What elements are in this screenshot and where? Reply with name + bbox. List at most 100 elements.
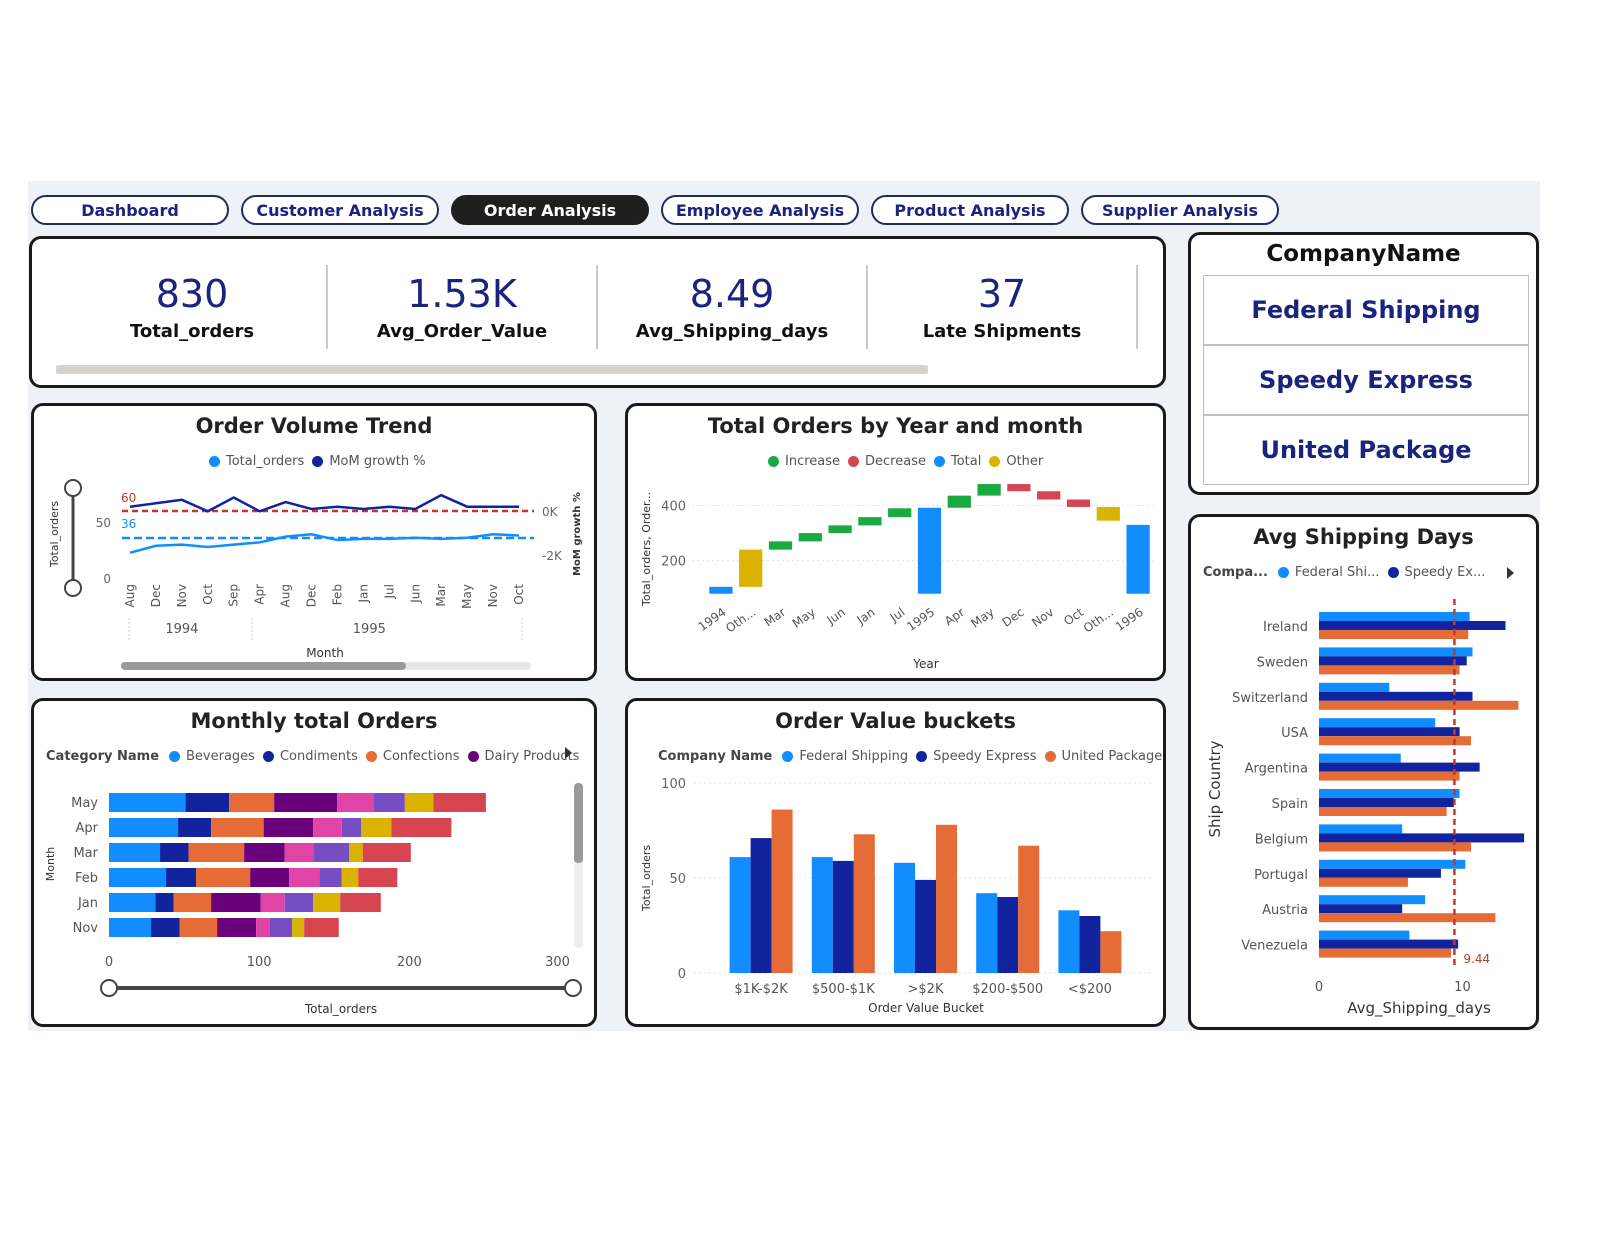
waterfall-bar: [1066, 499, 1091, 507]
slicer-item-federal-shipping[interactable]: Federal Shipping: [1203, 275, 1529, 345]
stacked-bar-segment: [229, 793, 275, 812]
kpi-avg-shipping-days: 8.49 Avg_Shipping_days: [602, 271, 862, 342]
column-bar: [976, 893, 998, 973]
x-tick-label: 1996: [1113, 605, 1146, 634]
waterfall-bar: [1007, 484, 1031, 492]
column-bar: [811, 857, 833, 973]
legend-label: Speedy Ex...: [1404, 565, 1486, 580]
chart-legend: Compa... Federal Shi... Speedy Ex...: [1203, 565, 1485, 580]
stacked-bar-segment: [260, 893, 285, 912]
y-tick-label: 0: [678, 967, 686, 982]
slicer-item-united-package[interactable]: United Package: [1203, 415, 1529, 485]
stacked-bar-segment: [319, 868, 342, 887]
x-tick-label: Sep: [227, 584, 241, 607]
x-tick-label: May: [460, 584, 474, 609]
stacked-bar-segment: [244, 843, 285, 862]
legend-next-icon[interactable]: [565, 747, 572, 759]
column-bar: [915, 879, 936, 973]
stacked-bar-segment: [188, 843, 245, 862]
y-axis-label: Total_orders, Order...: [640, 492, 653, 607]
kpi-divider: [1136, 265, 1138, 349]
y-tick-label: Portugal: [1254, 868, 1308, 883]
stacked-bar-segment: [109, 893, 156, 912]
stacked-bar-segment: [196, 868, 251, 887]
x-tick-label: Apr: [942, 605, 967, 628]
x-tick-label: 300: [545, 955, 570, 970]
x-tick-label: Jul: [382, 584, 396, 599]
y-tick-label: 100: [661, 777, 686, 792]
waterfall-bar: [888, 508, 912, 518]
stacked-bar-segment: [109, 843, 161, 862]
tab-customer-analysis[interactable]: Customer Analysis: [241, 195, 439, 225]
legend-dot: [312, 456, 324, 467]
legend-dot: [782, 751, 794, 762]
x-tick-label: 0: [1315, 980, 1323, 995]
stacked-bar-segment: [250, 868, 290, 887]
scrollbar-thumb[interactable]: [121, 662, 406, 670]
y-tick-label: Apr: [76, 821, 99, 836]
legend-label: Federal Shipping: [799, 749, 909, 764]
kpi-label: Avg_Order_Value: [376, 321, 548, 342]
y-axis-label: Total_orders: [640, 845, 653, 913]
legend-label: Federal Shi...: [1294, 565, 1380, 580]
tab-supplier-analysis[interactable]: Supplier Analysis: [1081, 195, 1279, 225]
column-bar: [750, 838, 772, 973]
legend-next-icon[interactable]: [1507, 567, 1514, 579]
slicer-item-speedy-express[interactable]: Speedy Express: [1203, 345, 1529, 415]
y-tick-label: USA: [1281, 726, 1308, 741]
tab-product-analysis[interactable]: Product Analysis: [871, 195, 1069, 225]
horizontal-bar: [1319, 807, 1447, 816]
chart-title: Monthly total Orders: [190, 709, 438, 733]
stacked-bar-segment: [155, 893, 174, 912]
column-bar: [936, 824, 957, 973]
stacked-bar-segment: [109, 793, 186, 812]
legend-label: Condiments: [279, 749, 358, 764]
horizontal-scrollbar[interactable]: [56, 365, 928, 374]
x-tick-label: Aug: [123, 584, 137, 607]
stacked-bar-segment: [151, 918, 180, 937]
range-slider-handle[interactable]: [564, 979, 582, 997]
tab-dashboard[interactable]: Dashboard: [31, 195, 229, 225]
y-tick-label: Switzerland: [1232, 691, 1308, 706]
y-tick-label: Venezuela: [1241, 939, 1308, 954]
order-value-buckets-chart: Total_orders 0 50 100 $1K-$2K $500-$1K >$2K $20…: [640, 777, 1153, 1015]
x-axis-label: Month: [306, 646, 344, 660]
horizontal-bar: [1319, 833, 1525, 843]
tab-employee-analysis[interactable]: Employee Analysis: [661, 195, 859, 225]
range-slider-handle[interactable]: [64, 479, 82, 497]
monthly-total-orders-panel: Monthly total Orders Category Name Bever…: [31, 698, 597, 1027]
slicer-title: CompanyName: [1266, 241, 1461, 267]
y-tick-label: 400: [661, 500, 686, 515]
horizontal-bar: [1319, 691, 1473, 701]
y-axis-label: Month: [44, 847, 57, 882]
x-tick-label: Dec: [149, 584, 163, 607]
scrollbar-thumb[interactable]: [574, 783, 583, 863]
chart-legend: Increase Decrease Total Other: [768, 454, 1043, 469]
horizontal-bar: [1319, 939, 1459, 949]
legend-label: Confections: [382, 749, 460, 764]
stacked-bar-segment: [358, 868, 398, 887]
y-tick-label: Feb: [75, 871, 98, 886]
x-tick-label: Oth...: [1081, 605, 1116, 636]
x-group-label: 1995: [353, 622, 386, 637]
chart-legend: Company Name Federal Shipping Speedy Exp…: [658, 749, 1162, 764]
company-name-slicer: CompanyName Federal Shipping Speedy Expr…: [1188, 232, 1539, 495]
x-tick-label: 100: [247, 955, 272, 970]
stacked-bar-segment: [373, 793, 405, 812]
x-tick-label: 10: [1454, 980, 1471, 995]
stacked-bar-segment: [274, 793, 338, 812]
kpi-value: 1.53K: [407, 272, 517, 316]
kpi-late-shipments: 37 Late Shipments: [872, 271, 1132, 342]
tab-order-analysis[interactable]: Order Analysis: [451, 195, 649, 225]
x-tick-label: Nov: [175, 584, 189, 607]
order-volume-trend-chart: Total_orders MoM growth % 50 0 0K -2K 60 36 Aug D…: [48, 479, 583, 670]
stacked-bar-segment: [433, 793, 486, 812]
stacked-bar-segment: [304, 918, 339, 937]
range-slider-handle[interactable]: [64, 579, 82, 597]
monthly-orders-chart: Month May Apr Mar Feb Jan Nov 0 100 200 300 Total_o…: [44, 783, 583, 1016]
range-slider-handle[interactable]: [100, 979, 118, 997]
stacked-bar-segment: [179, 918, 218, 937]
kpi-value: 8.49: [689, 272, 775, 316]
stacked-bar-segment: [109, 868, 167, 887]
